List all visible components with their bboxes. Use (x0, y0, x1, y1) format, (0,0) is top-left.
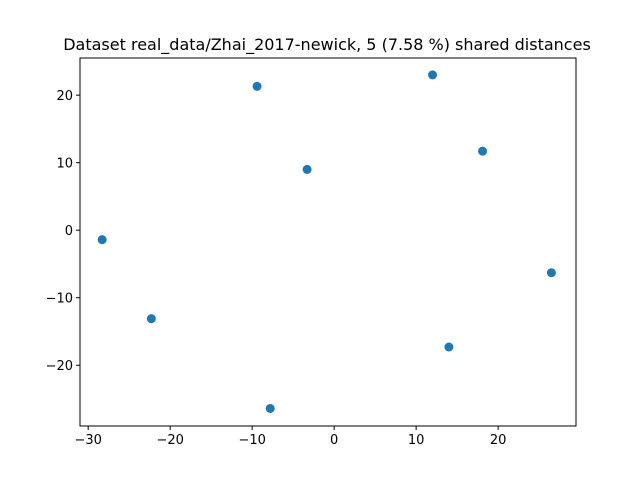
data-points (97, 70, 556, 413)
x-tick-label: −10 (238, 433, 265, 448)
x-tick-label: −20 (156, 433, 183, 448)
x-tick-label: 10 (408, 433, 425, 448)
plot-area (79, 57, 577, 427)
y-tick-label: 0 (65, 224, 73, 239)
x-axis: −30 −20 −10 0 10 20 (74, 426, 506, 448)
data-point (428, 70, 438, 80)
y-tick-label: −20 (46, 359, 73, 374)
data-point (97, 235, 107, 245)
y-tick-label: 20 (56, 89, 73, 104)
data-point (265, 403, 275, 413)
x-tick-label: 0 (330, 433, 338, 448)
x-tick-label: −30 (74, 433, 101, 448)
data-point (302, 164, 312, 174)
y-axis: −20 −10 0 10 20 (46, 89, 80, 374)
x-tick-label: 20 (490, 433, 507, 448)
y-tick-label: 10 (56, 157, 73, 172)
plot-frame (79, 57, 577, 427)
data-point (146, 314, 156, 324)
data-point (252, 81, 262, 91)
data-point (478, 146, 488, 156)
y-tick-label: −10 (46, 292, 73, 307)
chart-title: Dataset real_data/Zhai_2017-newick, 5 (7… (63, 35, 591, 55)
data-point (444, 342, 454, 352)
data-point (546, 268, 556, 278)
